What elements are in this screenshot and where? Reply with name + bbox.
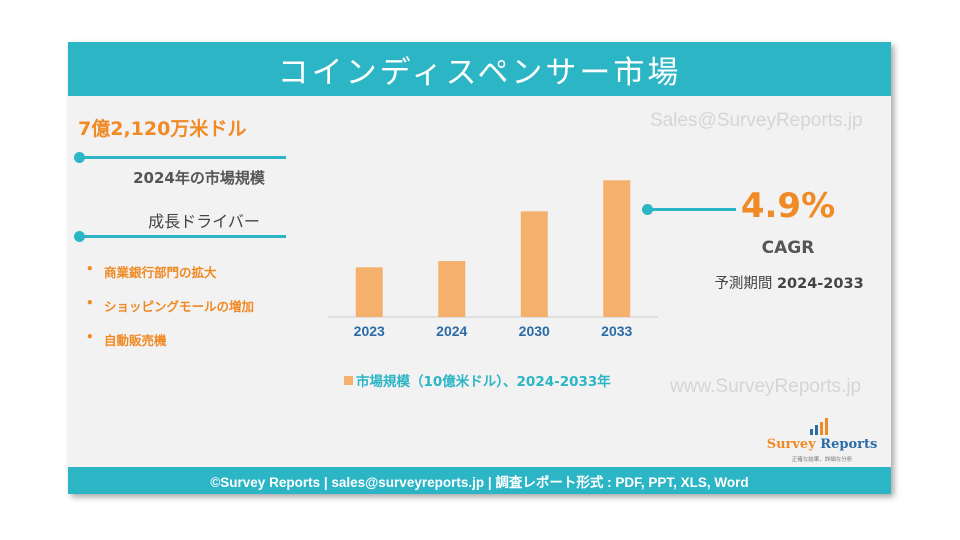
page-title: コインディスペンサー市場 <box>277 54 682 91</box>
driver-label: 自動販売機 <box>104 333 167 348</box>
divider-dot-icon <box>74 152 85 163</box>
logo-bars-icon <box>810 418 828 435</box>
footer-text: ©Survey Reports | sales@surveyreports.jp… <box>210 474 749 490</box>
logo-tagline: 正確な結果、詳細な分析 <box>791 457 853 463</box>
footer-banner: ©Survey Reports | sales@surveyreports.jp… <box>68 467 891 494</box>
list-item: • 商業銀行部門の拡大 <box>86 262 254 296</box>
chart-legend: 市場規模（10億米ドル）、2024-2033年 <box>344 370 611 390</box>
logo-name-part2: Reports <box>820 437 878 452</box>
list-item: • 自動販売機 <box>86 330 254 364</box>
bar-2030 <box>520 211 548 317</box>
cagr-connector <box>642 204 736 215</box>
header-banner: コインディスペンサー市場 <box>68 42 891 96</box>
cagr-label: CAGR <box>761 238 815 258</box>
forecast-period-label: 予測期間 <box>714 276 773 292</box>
x-tick-label: 2030 <box>519 323 550 339</box>
cagr-value: 4.9% <box>740 186 836 226</box>
forecast-period: 予測期間 2024-2033 <box>694 272 884 293</box>
growth-drivers-list: • 商業銀行部門の拡大 • ショッピングモールの増加 • 自動販売機 <box>86 262 254 364</box>
legend-swatch <box>344 375 353 385</box>
market-size-label: 2024年の市場規模 <box>133 169 265 187</box>
forecast-period-years: 2024-2033 <box>776 276 864 292</box>
driver-label: 商業銀行部門の拡大 <box>104 265 217 280</box>
driver-label: ショッピングモールの増加 <box>104 299 255 314</box>
divider-dot-icon <box>74 231 85 242</box>
market-size-value: 7億2,120万米ドル <box>78 118 247 140</box>
x-tick-label: 2033 <box>601 323 632 339</box>
bullet-icon: • <box>86 330 94 344</box>
legend-label: 市場規模（10億米ドル）、2024-2033年 <box>356 374 611 390</box>
bullet-icon: • <box>86 262 94 276</box>
infographic-card: コインディスペンサー市場 7億2,120万米ドル 2024年の市場規模 成長ドラ… <box>68 42 891 494</box>
logo-name-part1: Survey <box>766 437 816 452</box>
bar-2024 <box>438 261 466 317</box>
drivers-divider <box>74 231 286 242</box>
email-watermark: Sales@SurveyReports.jp <box>650 110 863 131</box>
growth-drivers-heading: 成長ドライバー <box>148 212 260 231</box>
bar-2033 <box>603 180 631 317</box>
bar-2023 <box>355 267 383 317</box>
market-size-bar-chart: 2023 2024 2030 2033 <box>328 180 658 339</box>
logo-name: Survey Reports <box>762 437 882 452</box>
site-watermark: www.SurveyReports.jp <box>670 376 862 397</box>
x-tick-label: 2023 <box>354 323 385 339</box>
list-item: • ショッピングモールの増加 <box>86 296 254 330</box>
bullet-icon: • <box>86 296 94 310</box>
market-size-divider <box>74 152 286 163</box>
x-tick-label: 2024 <box>436 323 467 339</box>
connector-dot-icon <box>642 204 653 215</box>
